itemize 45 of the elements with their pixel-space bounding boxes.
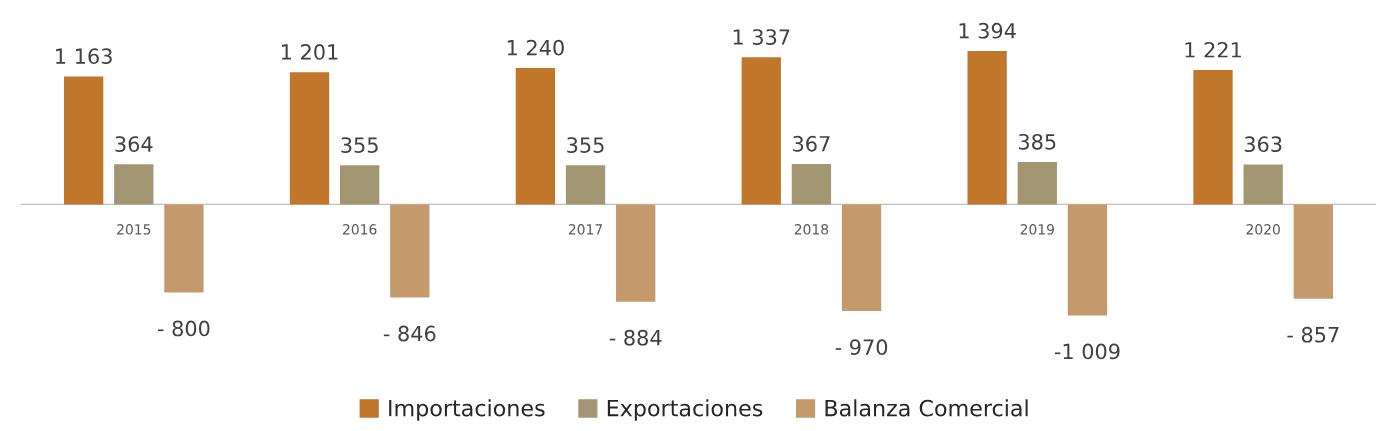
bar bbox=[565, 165, 606, 205]
data-label: 1 163 bbox=[56, 48, 112, 65]
data-label: - 800 bbox=[158, 320, 210, 337]
x-tick-label: 2016 bbox=[343, 224, 377, 235]
data-label: 1 394 bbox=[959, 22, 1016, 39]
bar bbox=[63, 76, 104, 205]
bar bbox=[1243, 164, 1283, 205]
data-label: 355 bbox=[567, 137, 604, 153]
data-label: 1 201 bbox=[281, 44, 338, 60]
legend-label: Exportaciones bbox=[607, 399, 763, 421]
bar bbox=[741, 57, 781, 205]
bar bbox=[1193, 70, 1233, 205]
bar bbox=[114, 164, 154, 205]
x-tick-label: 2015 bbox=[117, 224, 151, 235]
bar bbox=[390, 204, 430, 298]
bar bbox=[515, 67, 556, 205]
x-tick-label: 2017 bbox=[568, 224, 603, 235]
x-tick-label: 2019 bbox=[1020, 224, 1054, 235]
data-label: 1 240 bbox=[507, 39, 564, 56]
bar bbox=[616, 204, 656, 302]
data-label: 355 bbox=[341, 137, 378, 153]
data-label: 363 bbox=[1244, 136, 1282, 153]
data-label: 367 bbox=[793, 135, 830, 152]
data-label: 364 bbox=[115, 136, 153, 152]
x-tick-label: 2018 bbox=[794, 224, 829, 235]
data-label: - 857 bbox=[1287, 326, 1339, 343]
bar bbox=[1293, 204, 1333, 299]
data-label: - 970 bbox=[835, 339, 888, 356]
data-label: 1 221 bbox=[1185, 41, 1241, 58]
bar bbox=[967, 50, 1007, 205]
data-label: -1 009 bbox=[1054, 343, 1120, 360]
bar bbox=[1067, 204, 1108, 316]
x-tick-label: 2020 bbox=[1246, 224, 1280, 235]
data-label: - 884 bbox=[609, 329, 662, 346]
data-label: - 846 bbox=[383, 325, 436, 342]
legend-label: Importaciones bbox=[389, 399, 545, 421]
bar bbox=[791, 164, 832, 205]
bar bbox=[289, 72, 330, 205]
data-label: 1 337 bbox=[733, 29, 790, 45]
legend-label: Balanza Comercial bbox=[825, 399, 1028, 417]
bar bbox=[1017, 162, 1057, 205]
bar bbox=[841, 204, 882, 312]
bar bbox=[340, 165, 380, 205]
bar bbox=[164, 204, 204, 293]
data-label: 385 bbox=[1018, 133, 1056, 150]
